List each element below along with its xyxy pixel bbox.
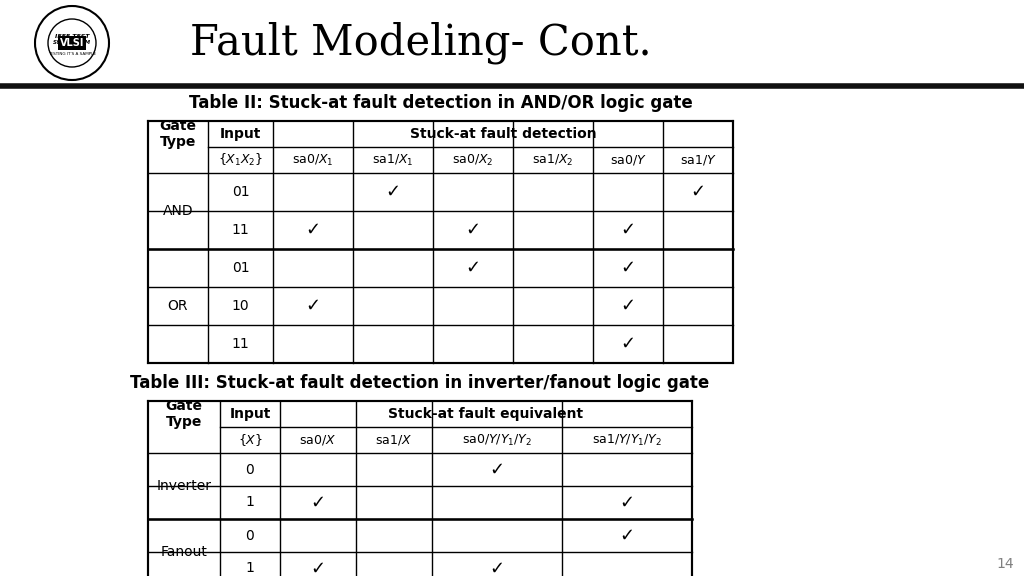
Text: ✓: ✓ — [620, 494, 635, 511]
Bar — [58, 36, 86, 50]
Text: 0: 0 — [246, 463, 254, 476]
Text: sa0/$Y$/$Y_1$/$Y_2$: sa0/$Y$/$Y_1$/$Y_2$ — [462, 433, 532, 448]
Text: ✓: ✓ — [621, 335, 636, 353]
Text: ✓: ✓ — [305, 297, 321, 315]
Text: sa0/$X$: sa0/$X$ — [299, 433, 337, 447]
Text: sa1/$X$: sa1/$X$ — [376, 433, 413, 447]
Text: 0: 0 — [246, 529, 254, 543]
Text: SYMPOSIUM: SYMPOSIUM — [53, 40, 91, 46]
Text: ✓: ✓ — [466, 259, 480, 277]
Text: Stuck-at fault equivalent: Stuck-at fault equivalent — [388, 407, 584, 421]
Text: sa1/$X_2$: sa1/$X_2$ — [532, 153, 573, 168]
Text: ✓: ✓ — [690, 183, 706, 201]
Text: Input: Input — [229, 407, 270, 421]
Text: 01: 01 — [231, 185, 249, 199]
Text: 01: 01 — [231, 261, 249, 275]
Text: ✓: ✓ — [489, 460, 505, 479]
Text: VLSI: VLSI — [59, 38, 84, 48]
Text: ✓: ✓ — [385, 183, 400, 201]
Text: Input: Input — [220, 127, 261, 141]
Text: $\{X_1X_2\}$: $\{X_1X_2\}$ — [218, 152, 263, 168]
Text: Fanout: Fanout — [161, 545, 208, 559]
Text: ✓: ✓ — [305, 221, 321, 239]
Text: 1: 1 — [246, 495, 254, 510]
Text: ✓: ✓ — [621, 297, 636, 315]
Text: Table III: Stuck-at fault detection in inverter/fanout logic gate: Table III: Stuck-at fault detection in i… — [130, 374, 710, 392]
Text: sa0/$X_1$: sa0/$X_1$ — [292, 153, 334, 168]
Text: $\{X\}$: $\{X\}$ — [238, 432, 262, 448]
Text: sa1/$Y$: sa1/$Y$ — [680, 153, 717, 167]
Text: ✓: ✓ — [466, 221, 480, 239]
Text: 10: 10 — [231, 299, 249, 313]
Text: sa0/$Y$: sa0/$Y$ — [609, 153, 646, 167]
Text: 11: 11 — [231, 223, 250, 237]
Text: 1: 1 — [246, 562, 254, 575]
Text: AND: AND — [163, 204, 194, 218]
Text: Stuck-at fault detection: Stuck-at fault detection — [410, 127, 596, 141]
Text: ✓: ✓ — [621, 259, 636, 277]
Bar — [148, 401, 692, 576]
Text: ✓: ✓ — [310, 494, 326, 511]
Text: ✓: ✓ — [489, 559, 505, 576]
Text: ✓: ✓ — [621, 221, 636, 239]
Bar — [148, 121, 733, 363]
Text: 14: 14 — [996, 557, 1014, 571]
Text: OR: OR — [168, 299, 188, 313]
Text: sa0/$X_2$: sa0/$X_2$ — [453, 153, 494, 168]
Text: ✓: ✓ — [620, 526, 635, 544]
Text: 11: 11 — [231, 337, 250, 351]
Text: Table II: Stuck-at fault detection in AND/OR logic gate: Table II: Stuck-at fault detection in AN… — [188, 94, 692, 112]
Text: Inverter: Inverter — [157, 479, 212, 493]
Text: Gate
Type: Gate Type — [166, 399, 203, 429]
Text: IEEE TEST: IEEE TEST — [54, 33, 89, 39]
Text: TESTING IT'S A SAMPLE: TESTING IT'S A SAMPLE — [48, 52, 96, 56]
Text: Gate
Type: Gate Type — [160, 119, 197, 149]
Text: Fault Modeling- Cont.: Fault Modeling- Cont. — [190, 22, 651, 65]
Text: sa1/$X_1$: sa1/$X_1$ — [372, 153, 414, 168]
Text: ✓: ✓ — [310, 559, 326, 576]
Text: sa1/$Y$/$Y_1$/$Y_2$: sa1/$Y$/$Y_1$/$Y_2$ — [592, 433, 663, 448]
